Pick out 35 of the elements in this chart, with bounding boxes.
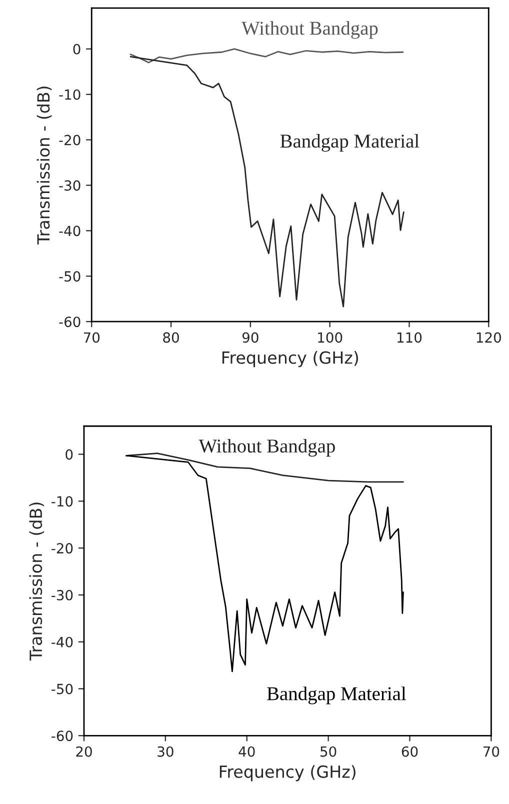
y-tick-label: -30 (59, 180, 80, 191)
x-tick-label: 90 (242, 332, 258, 343)
y-tick-label: 0 (73, 44, 80, 54)
y-tick-label: -50 (59, 271, 80, 282)
x-tick-label: 110 (398, 332, 422, 343)
x-tick-label: 30 (158, 746, 174, 757)
x-tick-label: 60 (402, 746, 418, 757)
x-tick-label: 70 (84, 332, 100, 343)
x-tick-label: 70 (483, 746, 500, 757)
y-tick-label: -40 (59, 226, 80, 236)
y-axis-title: Transmission - (dB) (29, 502, 44, 661)
x-tick-label: 40 (238, 746, 255, 757)
series-label: Bandgap Material (267, 686, 406, 704)
x-tick-label: 50 (320, 746, 336, 757)
y-tick-label: -20 (59, 134, 80, 146)
y-tick-label: -30 (52, 590, 73, 600)
y-tick-label: -60 (59, 316, 80, 328)
y-tick-label: -10 (59, 89, 80, 100)
y-tick-label: -20 (52, 543, 73, 554)
x-tick-label: 100 (318, 332, 342, 343)
y-tick-label: -60 (52, 730, 73, 742)
y-tick-label: -50 (52, 684, 73, 694)
line-series (130, 48, 404, 64)
x-tick-label: 120 (476, 332, 501, 343)
y-tick-label: -40 (52, 636, 73, 648)
x-tick-label: 80 (163, 332, 179, 343)
x-tick-label: 20 (76, 746, 92, 757)
series-label: Without Bandgap (242, 21, 378, 39)
series-label: Without Bandgap (198, 438, 335, 457)
series-label: Bandgap Material (280, 134, 420, 152)
y-tick-label: -10 (52, 496, 73, 507)
y-tick-label: 0 (66, 449, 73, 460)
x-axis-title: Frequency (GHz) (222, 351, 358, 368)
y-axis-title: Transmission - (dB) (36, 86, 52, 245)
x-axis-title: Frequency (GHz) (220, 765, 356, 782)
